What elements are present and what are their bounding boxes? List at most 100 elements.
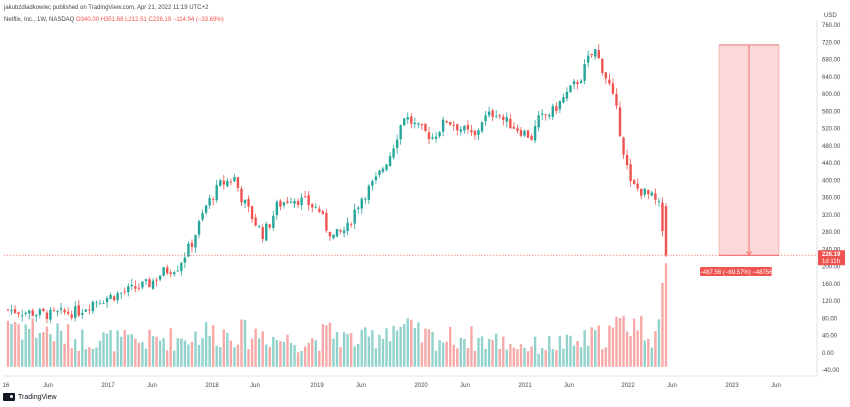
candle-body	[509, 118, 512, 129]
currency-label: USD	[824, 13, 837, 19]
volume-bar	[664, 263, 668, 367]
candle-body	[449, 121, 452, 125]
volume-bar	[120, 336, 123, 367]
candle-body	[201, 212, 204, 220]
candle-body	[321, 211, 325, 214]
volume-bar	[197, 344, 201, 367]
candle-body	[134, 286, 137, 289]
x-tick-label: Jun	[564, 383, 574, 389]
candle-body	[130, 284, 134, 287]
candle-body	[477, 130, 480, 135]
candle-body	[162, 267, 165, 276]
volume-bar	[406, 318, 409, 367]
candle-body	[427, 132, 431, 140]
candle-body	[127, 286, 130, 293]
volume-bar	[456, 348, 459, 367]
volume-bar	[544, 350, 547, 367]
volume-bar	[236, 344, 240, 367]
ohlc-change: −114.94 (−33.69%)	[172, 17, 224, 23]
x-tick-label: 2020	[414, 383, 428, 389]
volume-bar	[357, 343, 360, 367]
candle-body	[544, 114, 547, 116]
candle-body	[445, 120, 448, 123]
candle-body	[215, 185, 218, 201]
candle-body	[459, 129, 463, 132]
y-tick-label: 520.00	[822, 127, 841, 133]
volume-bar	[226, 332, 229, 367]
volume-bar	[130, 334, 134, 367]
volume-bar	[169, 328, 172, 367]
candle-body	[608, 79, 611, 84]
candle-body	[367, 185, 371, 200]
volume-bar	[208, 336, 211, 367]
volume-bar	[165, 350, 169, 367]
volume-bar	[183, 340, 187, 367]
candle-body	[70, 314, 73, 318]
volume-bar	[272, 336, 275, 367]
candle-body	[84, 309, 88, 312]
candle-body	[17, 312, 20, 315]
volume-bar	[268, 346, 271, 367]
candle-body	[470, 130, 473, 133]
candle-body	[487, 111, 491, 116]
volume-bar	[95, 347, 98, 367]
candle-body	[576, 82, 579, 85]
ohlc-low: L212.51	[125, 17, 147, 23]
candle-body	[233, 177, 236, 182]
volume-bar	[381, 338, 385, 367]
candle-body	[204, 205, 208, 213]
candle-body	[187, 243, 190, 257]
candle-body	[314, 207, 317, 209]
candle-body	[498, 115, 501, 117]
volume-bar	[155, 336, 158, 367]
volume-bar	[112, 351, 116, 367]
candle-body	[328, 231, 332, 237]
y-tick-label: 640.00	[822, 75, 841, 81]
volume-bar	[211, 325, 215, 367]
volume-bar	[505, 349, 509, 367]
volume-bar	[31, 318, 34, 367]
volume-bar	[629, 336, 632, 367]
volume-bar	[434, 350, 438, 367]
volume-bar	[512, 347, 516, 367]
volume-bar	[342, 332, 346, 367]
volume-bar	[466, 348, 470, 367]
volume-bar	[116, 330, 119, 367]
volume-bar	[654, 331, 657, 367]
candle-body	[569, 85, 572, 93]
volume-bar	[392, 325, 395, 367]
candle-body	[357, 207, 360, 209]
volume-bar	[410, 319, 413, 367]
volume-bar	[583, 330, 586, 367]
candle-body	[491, 110, 494, 117]
volume-bar	[625, 331, 629, 367]
volume-bar	[459, 337, 463, 367]
volume-bar	[307, 342, 310, 367]
volume-bar	[449, 326, 452, 367]
volume-bar	[102, 332, 105, 367]
candle-body	[594, 49, 597, 57]
volume-bar	[282, 341, 286, 367]
candle-body	[558, 101, 562, 110]
tradingview-footer[interactable]: TradingView	[3, 393, 57, 401]
candle-body	[431, 137, 434, 139]
volume-bar	[84, 349, 88, 367]
y-tick-label: 400.00	[822, 178, 841, 184]
volume-bar	[399, 326, 402, 367]
volume-bar	[643, 340, 646, 367]
volume-bar	[586, 345, 590, 367]
volume-bar	[98, 340, 102, 367]
volume-bar	[548, 336, 551, 367]
volume-bar	[38, 332, 42, 367]
y-tick-label: 0.00	[822, 351, 834, 357]
volume-bar	[254, 328, 257, 367]
volume-bar	[632, 318, 636, 367]
volume-bar	[579, 347, 583, 367]
volume-bar	[289, 342, 293, 367]
candle-body	[6, 309, 10, 311]
ohlc-close: C226.19	[148, 17, 172, 23]
candle-body	[116, 293, 119, 301]
candle-body	[13, 309, 17, 314]
candle-body	[250, 206, 254, 220]
